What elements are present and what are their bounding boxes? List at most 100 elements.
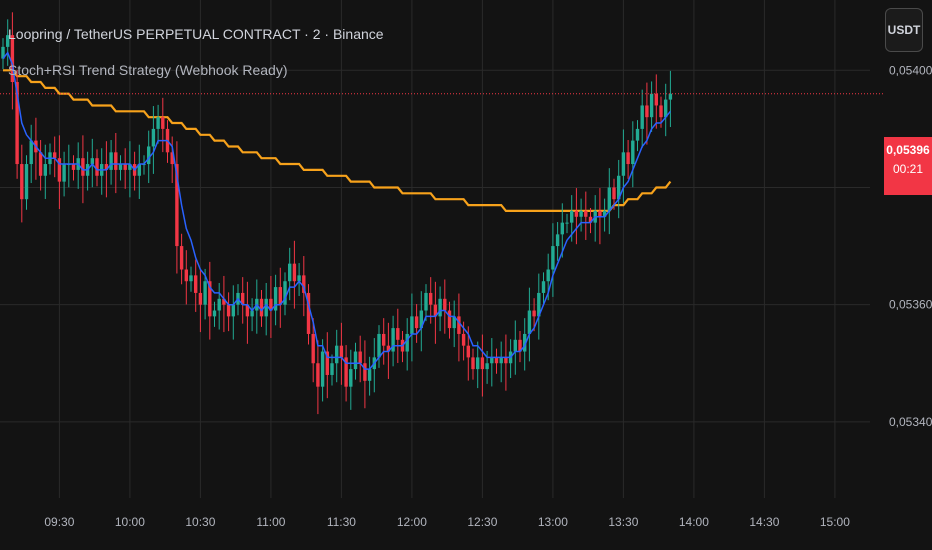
candle-body	[217, 298, 221, 311]
candle-body	[20, 164, 24, 200]
candle-body	[386, 345, 391, 352]
candle-body	[396, 328, 400, 340]
y-tick-label: 0,05340	[889, 415, 932, 429]
candle-body	[339, 345, 344, 358]
candle-body	[621, 152, 626, 176]
candle-body	[306, 292, 311, 334]
candle-body	[438, 298, 442, 317]
candle-body	[579, 210, 583, 217]
candle-body	[24, 164, 29, 200]
candle-body	[170, 152, 174, 165]
candle-body	[537, 292, 541, 317]
candle-body	[541, 281, 546, 293]
last-price-value: 0,05396	[886, 143, 930, 157]
candle-body	[128, 164, 132, 170]
candle-body	[631, 140, 635, 165]
candle-body	[649, 93, 654, 118]
x-tick-label: 13:00	[538, 515, 568, 529]
x-tick-label: 12:00	[397, 515, 427, 529]
ema-fast-line	[2, 51, 671, 370]
candle-body	[513, 339, 517, 352]
x-tick-label: 10:00	[115, 515, 145, 529]
candle-body	[71, 164, 76, 170]
candle-body	[311, 333, 315, 364]
candle-body	[598, 210, 602, 217]
x-tick-label: 09:30	[44, 515, 74, 529]
candle-body	[518, 339, 522, 352]
candle-body	[654, 93, 658, 106]
candle-body	[245, 304, 250, 317]
candle-body	[584, 210, 588, 217]
candle-body	[452, 316, 456, 329]
candle-body	[367, 369, 372, 381]
candle-body	[532, 310, 536, 317]
candle-body	[668, 93, 673, 100]
candle-body	[645, 105, 649, 118]
time-axis[interactable]: 09:30 10:00 10:30 11:00 11:30 12:00 12:30 13:00…	[44, 515, 850, 529]
candle-body	[292, 263, 297, 282]
candle-body	[151, 128, 156, 147]
candle-body	[53, 152, 57, 159]
candle-body	[527, 310, 532, 334]
candle-body	[410, 316, 414, 334]
candle-body	[15, 82, 19, 165]
candle-body	[607, 187, 611, 211]
candle-body	[297, 275, 301, 282]
candle-body	[612, 187, 616, 200]
candle-body	[81, 158, 85, 176]
candle-body	[109, 152, 113, 170]
currency-button[interactable]: USDT	[885, 8, 923, 52]
x-tick-label: 13:30	[608, 515, 638, 529]
candle-body	[226, 304, 231, 317]
candle-body	[264, 298, 268, 317]
candle-body	[29, 140, 33, 165]
symbol-title[interactable]: Loopring / TetherUS PERPETUAL CONTRACT ·…	[8, 26, 384, 42]
candle-body	[471, 357, 475, 370]
candle-body	[114, 152, 118, 170]
candle-body	[123, 164, 127, 170]
candle-body	[480, 357, 485, 370]
candle-body	[429, 292, 433, 305]
candle-body	[335, 345, 339, 364]
candle-body	[316, 363, 320, 387]
candle-body	[635, 128, 640, 141]
candle-body	[555, 234, 560, 247]
candle-body	[175, 164, 179, 247]
candle-body	[95, 158, 99, 176]
candle-body	[6, 35, 10, 47]
candle-body	[189, 275, 193, 282]
candle-body	[349, 369, 353, 387]
candle-body	[222, 298, 226, 305]
candle-body	[208, 281, 212, 317]
indicator-title[interactable]: Stoch+RSI Trend Strategy (Webhook Ready)	[8, 62, 288, 78]
candle-body	[288, 263, 292, 282]
candle-body	[43, 164, 47, 176]
candle-body	[494, 357, 499, 364]
candle-body	[626, 152, 630, 165]
candle-body	[457, 316, 461, 334]
candle-body	[194, 275, 198, 293]
ema-fast-layer	[2, 51, 671, 370]
candle-body	[161, 117, 165, 129]
candle-body	[38, 152, 43, 176]
candle-body	[10, 35, 15, 83]
candle-body	[523, 333, 527, 352]
candles-layer	[1, 12, 673, 415]
ema-slow-layer	[3, 69, 672, 212]
candle-body	[269, 298, 273, 311]
candle-body	[250, 310, 254, 317]
x-tick-label: 14:00	[679, 515, 709, 529]
y-tick-label: 0,05360	[889, 298, 932, 312]
candle-body	[330, 363, 334, 375]
candle-body	[377, 333, 381, 358]
candle-body	[419, 310, 423, 329]
candle-body	[466, 345, 470, 358]
candle-body	[156, 117, 160, 129]
candle-body	[551, 246, 555, 270]
candle-body	[358, 351, 362, 364]
candle-body	[273, 287, 278, 311]
candle-body	[565, 222, 569, 224]
candle-body	[241, 292, 245, 305]
